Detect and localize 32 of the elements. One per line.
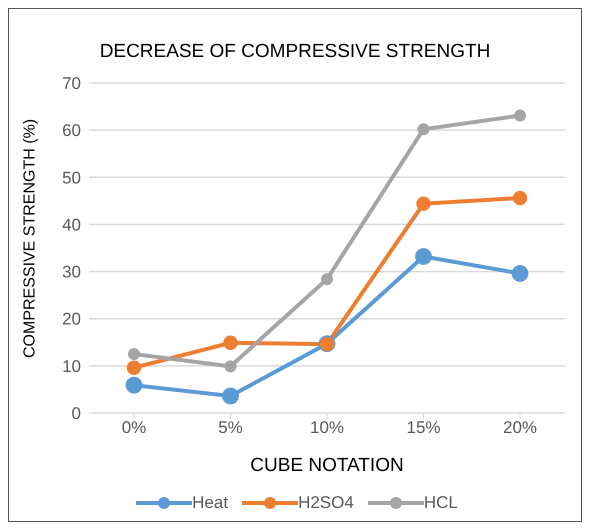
y-tick-label: 70 (62, 74, 81, 94)
point (415, 248, 432, 265)
y-tick-label: 60 (62, 121, 81, 140)
point (224, 360, 236, 372)
y-tick-label: 40 (62, 215, 81, 234)
point (514, 110, 526, 122)
point (512, 190, 528, 206)
y-tick-label: 50 (62, 168, 81, 188)
point (126, 360, 142, 375)
point (416, 196, 431, 211)
x-tick-label: 15% (406, 418, 441, 438)
x-tick-label: 5% (218, 418, 243, 438)
legend-label: HCL (424, 493, 458, 513)
point (512, 265, 528, 282)
point (126, 376, 142, 394)
legend-label: Heat (192, 493, 228, 513)
point (128, 348, 140, 360)
y-tick-label: 30 (62, 262, 81, 282)
point (222, 388, 239, 404)
y-tick-label: 0 (72, 404, 81, 424)
point (418, 123, 430, 136)
y-tick-label: 10 (62, 356, 81, 376)
legend-label: H2SO4 (298, 493, 354, 513)
chart-title: DECREASE OF COMPRESSIVE STRENGTH (98, 41, 492, 63)
y-axis-title: COMPRESSIVE STRENGTH (%) (22, 118, 39, 358)
x-axis-title: CUBE NOTATION (250, 455, 404, 476)
x-tick-label: 20% (502, 418, 538, 438)
y-tick-label: 20 (62, 310, 81, 329)
point (321, 273, 333, 286)
point (223, 336, 238, 350)
x-tick-label: 0% (122, 418, 146, 438)
x-tick-label: 10% (310, 418, 344, 438)
